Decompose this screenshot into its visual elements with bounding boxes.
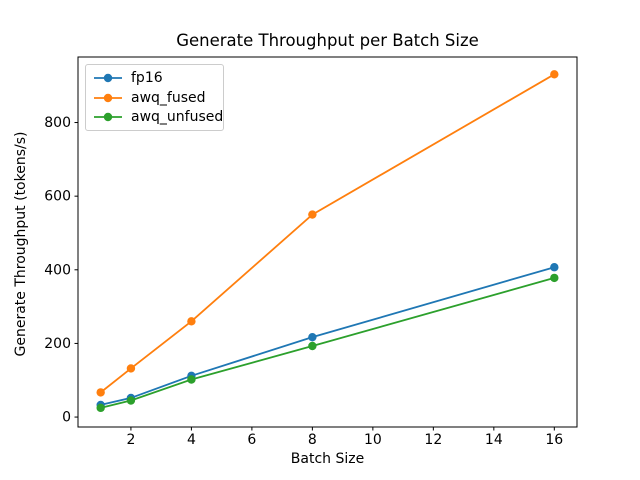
y-tick-label: 400 <box>44 262 71 278</box>
x-axis-label: Batch Size <box>290 451 365 467</box>
axes-spines <box>77 56 578 428</box>
chart-title: Generate Throughput per Batch Size <box>176 31 479 50</box>
x-tick-label: 16 <box>545 432 563 448</box>
y-tick-label: 600 <box>44 189 71 205</box>
series-marker-awq_fused <box>96 388 105 397</box>
series-line-fp16 <box>100 266 555 406</box>
series-marker-awq_unfused <box>96 403 105 413</box>
series-marker-awq_fused <box>550 70 559 79</box>
y-tick-label: 0 <box>62 410 71 426</box>
series-marker-awq_unfused <box>126 396 136 405</box>
series-marker-awq_unfused <box>550 273 559 283</box>
legend-item-awq_unfused: awq_unfused <box>93 107 223 127</box>
series-marker-awq_fused <box>126 364 136 373</box>
series-marker-fp16 <box>308 332 317 342</box>
x-tick-label: 6 <box>247 432 256 448</box>
y-axis-label: Generate Throughput (tokens/s) <box>13 131 29 357</box>
series-marker-fp16 <box>550 263 559 272</box>
y-tick-label: 200 <box>44 336 71 352</box>
legend-line-marker-icon <box>94 112 122 122</box>
x-tick-label: 2 <box>126 432 135 448</box>
legend-item-awq_fused: awq_fused <box>93 88 215 108</box>
legend-line-marker-icon <box>94 93 122 102</box>
x-tick-label: 8 <box>308 432 317 448</box>
legend-label: awq_fused <box>131 89 206 106</box>
y-tick-label: 800 <box>44 115 71 131</box>
x-tick-label: 12 <box>424 432 442 448</box>
series-marker-awq_fused <box>187 317 196 326</box>
legend-item-fp16: fp16 <box>93 68 215 88</box>
legend-label: fp16 <box>131 69 163 86</box>
legend: fp16 awq_fused awq_unfused <box>85 64 224 131</box>
x-tick-label: 4 <box>187 432 196 448</box>
x-tick-label: 14 <box>485 432 503 448</box>
legend-label: awq_unfused <box>131 109 224 126</box>
x-tick-label: 10 <box>364 432 382 448</box>
series-marker-awq_unfused <box>187 375 196 384</box>
legend-line-marker-icon <box>94 73 122 83</box>
series-marker-awq_fused <box>308 210 317 219</box>
series-line-awq_unfused <box>100 277 555 409</box>
series-marker-awq_unfused <box>308 341 317 351</box>
